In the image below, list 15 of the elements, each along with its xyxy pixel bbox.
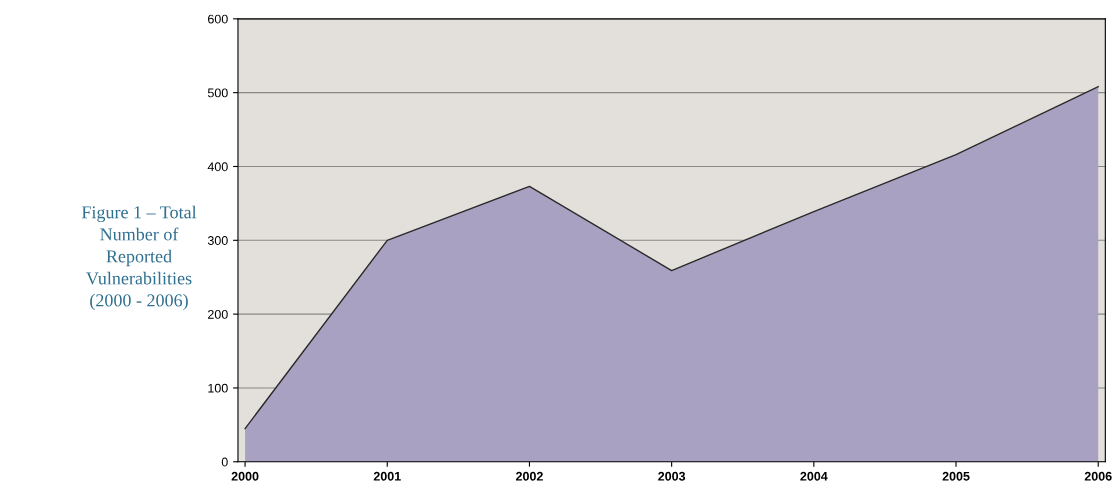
x-tick-label: 2003 (658, 471, 686, 481)
text: Figure 1 – Total Number of Reported Vulnerabilities (2000 - 2006) (81, 205, 197, 311)
x-tick-label: 2005 (942, 471, 970, 481)
y-tick-label: 100 (208, 383, 228, 393)
x-tick-label: 2004 (800, 471, 828, 481)
y-tick-label: 200 (208, 309, 228, 319)
y-tick-label: 600 (208, 14, 228, 24)
x-tick-label: 2000 (231, 471, 259, 481)
x-tick-label: 2002 (515, 471, 543, 481)
y-tick-label: 0 (221, 457, 228, 467)
y-tick-label: 300 (207, 236, 228, 245)
y-tick-label: 500 (207, 88, 228, 98)
x-tick-label: 2006 (1084, 471, 1112, 481)
y-tick-label: 400 (207, 162, 228, 172)
x-tick-label: 2001 (373, 471, 401, 481)
